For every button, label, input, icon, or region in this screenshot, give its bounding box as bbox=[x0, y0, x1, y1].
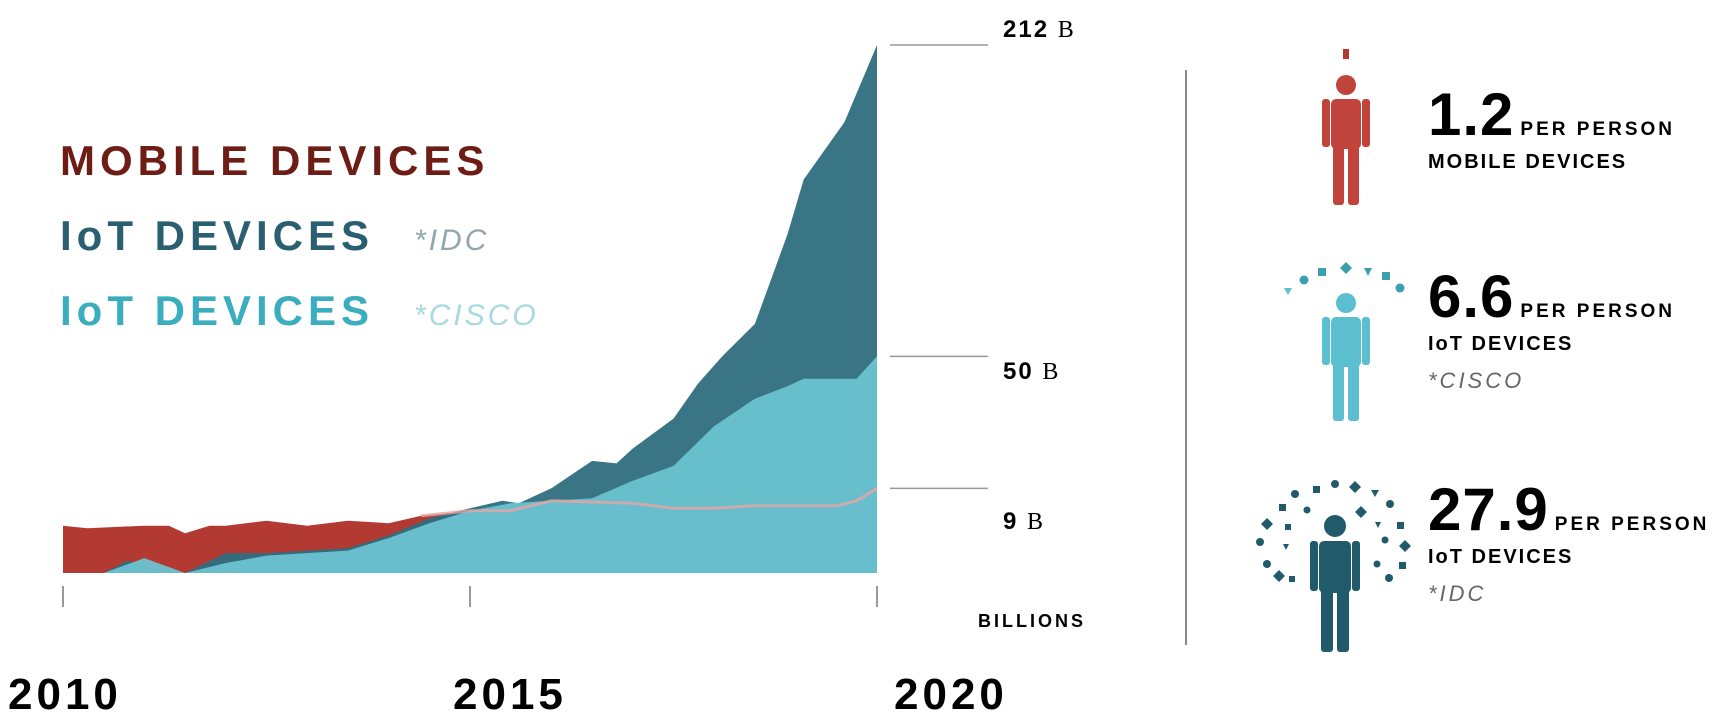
stat-per-person: PER PERSON bbox=[1554, 514, 1710, 535]
plot-area bbox=[63, 45, 878, 573]
stat-value: 6.6 bbox=[1428, 263, 1515, 330]
series-area-iot-cisco bbox=[63, 356, 877, 573]
legend-label: IoT DEVICES bbox=[60, 212, 375, 259]
stat-iot-idc: 27.9 PER PERSON IoT DEVICES *IDC bbox=[1428, 475, 1709, 607]
value-label-9: 9 B bbox=[1003, 508, 1045, 536]
year-tick-2015: 2015 bbox=[453, 670, 567, 719]
stat-per-person: PER PERSON bbox=[1520, 119, 1676, 140]
legend-label: MOBILE DEVICES bbox=[60, 137, 490, 184]
person-icon bbox=[1322, 49, 1370, 205]
stat-mobile: 1.2 PER PERSON MOBILE DEVICES bbox=[1428, 80, 1675, 174]
year-tick-2010: 2010 bbox=[8, 670, 122, 719]
legend-item-iot-cisco: IoT DEVICES *CISCO bbox=[60, 287, 539, 335]
value-number: 212 bbox=[1003, 16, 1050, 43]
axis-unit-label: BILLIONS bbox=[978, 611, 1086, 631]
value-unit: B bbox=[1027, 509, 1046, 535]
stat-label: MOBILE DEVICES bbox=[1428, 151, 1628, 173]
section-divider bbox=[1185, 70, 1187, 645]
value-label-50: 50 B bbox=[1003, 358, 1060, 386]
value-unit: B bbox=[1057, 17, 1076, 43]
stat-per-person: PER PERSON bbox=[1520, 301, 1676, 322]
legend-label: IoT DEVICES bbox=[60, 287, 375, 334]
stat-source: *CISCO bbox=[1428, 368, 1525, 393]
stat-source: *IDC bbox=[1428, 581, 1487, 606]
stat-label: IoT DEVICES bbox=[1428, 546, 1574, 568]
value-label-212: 212 B bbox=[1003, 16, 1076, 44]
stat-value: 27.9 bbox=[1428, 476, 1549, 543]
legend-source: *CISCO bbox=[414, 299, 539, 332]
stat-value: 1.2 bbox=[1428, 81, 1515, 148]
value-number: 50 bbox=[1003, 358, 1034, 385]
legend-source: *IDC bbox=[414, 224, 490, 257]
series-line-mobile-devices bbox=[421, 487, 878, 518]
legend-item-mobile: MOBILE DEVICES bbox=[60, 137, 489, 185]
stat-label: IoT DEVICES bbox=[1428, 333, 1574, 355]
person-with-device-cloud-icon bbox=[1256, 480, 1411, 652]
series-area-iot-idc bbox=[63, 45, 877, 573]
legend-item-iot-idc: IoT DEVICES *IDC bbox=[60, 212, 489, 260]
year-tick-2020: 2020 bbox=[894, 670, 1008, 719]
stat-iot-cisco: 6.6 PER PERSON IoT DEVICES *CISCO bbox=[1428, 262, 1675, 394]
value-unit: B bbox=[1042, 359, 1061, 385]
value-number: 9 bbox=[1003, 508, 1019, 535]
person-with-device-arc-icon bbox=[1284, 262, 1405, 421]
x-axis bbox=[62, 44, 988, 607]
